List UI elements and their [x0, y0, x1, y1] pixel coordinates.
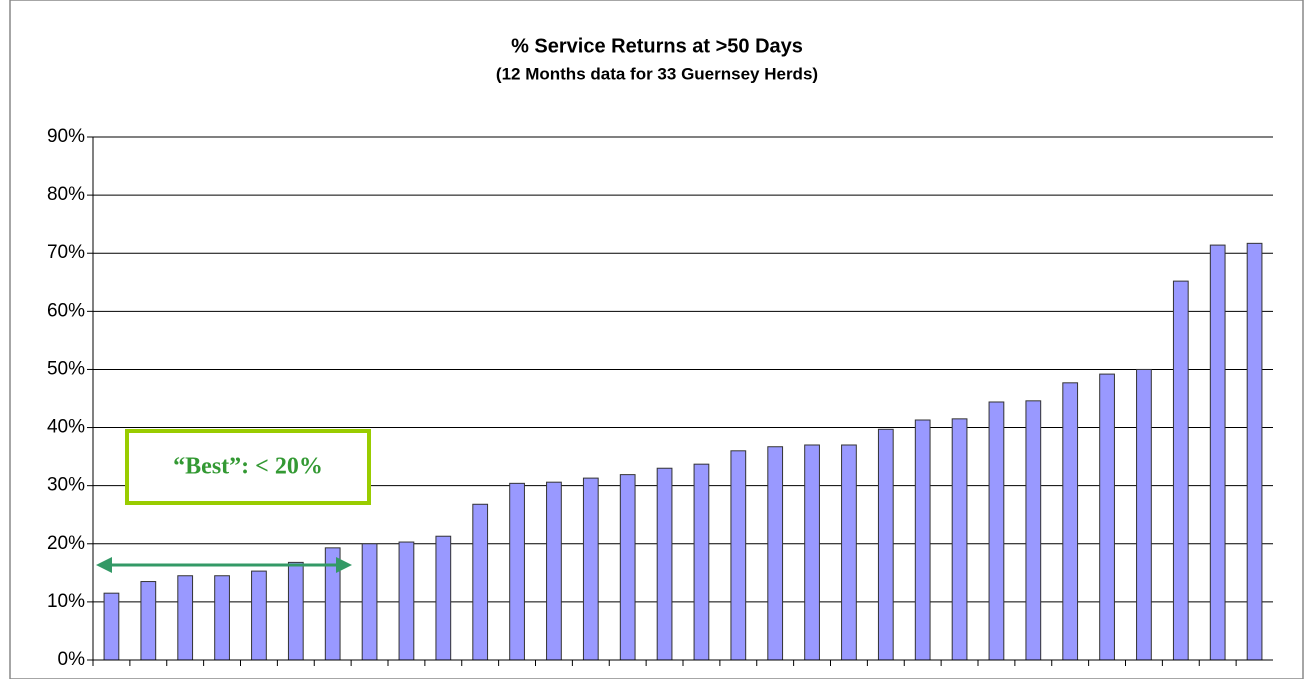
bar [1062, 382, 1079, 661]
bar [361, 543, 378, 661]
bar [841, 444, 857, 661]
bar [472, 503, 489, 661]
bar [619, 474, 636, 661]
bar [398, 541, 415, 661]
bar [103, 592, 120, 661]
y-tick-label: 60% [47, 300, 85, 321]
bar [287, 561, 304, 661]
bar [877, 428, 894, 661]
bar [251, 570, 267, 661]
bar [656, 467, 673, 661]
y-tick-label: 90% [47, 126, 85, 147]
bar [730, 450, 747, 661]
bar [988, 401, 1005, 661]
bars [103, 242, 1263, 661]
arrow-head [336, 557, 352, 573]
y-tick-label: 80% [47, 184, 85, 205]
bar [767, 446, 784, 661]
annotation: “Best”: < 20% [96, 429, 371, 573]
bar [693, 463, 710, 661]
chart-subtitle: (12 Months data for 33 Guernsey Herds) [496, 64, 818, 83]
bar [1136, 368, 1152, 661]
y-tick-label: 70% [47, 242, 85, 263]
bar [1246, 242, 1263, 661]
y-tick-label: 30% [47, 475, 85, 496]
bar [1025, 400, 1042, 661]
bar [140, 581, 157, 661]
bar [1172, 280, 1189, 661]
bar [546, 481, 562, 661]
y-tick-label: 20% [47, 533, 85, 554]
bar [435, 535, 452, 661]
bar [1209, 244, 1226, 661]
annotation-box [125, 429, 371, 505]
bar [804, 444, 820, 661]
y-tick-label: 10% [47, 591, 85, 612]
chart-title: % Service Returns at >50 Days [511, 35, 803, 57]
y-tick-label: 50% [47, 358, 85, 379]
arrow-head [96, 557, 112, 573]
bar [914, 419, 931, 661]
bar [177, 575, 194, 661]
bar [509, 482, 525, 661]
y-tick-label: 40% [47, 417, 85, 438]
annotation-text: “Best”: < 20% [173, 454, 323, 480]
bar [1099, 373, 1115, 661]
y-tick-label: 0% [58, 649, 86, 670]
bar [951, 418, 968, 661]
bar [214, 575, 230, 661]
bar [582, 477, 599, 661]
